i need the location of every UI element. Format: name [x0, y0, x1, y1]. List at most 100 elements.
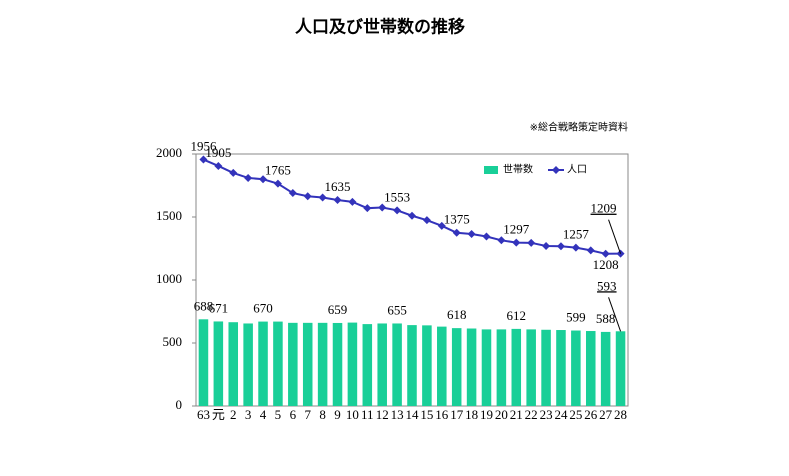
point-marker [229, 168, 238, 177]
bar [451, 328, 462, 406]
x-tick-label: 24 [554, 407, 568, 422]
point-marker [482, 232, 491, 241]
point-marker [259, 175, 268, 184]
source-note: ※総合戦略策定時資料 [530, 121, 628, 134]
point-marker [303, 192, 312, 201]
leader-line [608, 219, 622, 254]
point-marker [408, 211, 416, 220]
point-marker [378, 203, 387, 212]
point-marker [422, 216, 431, 225]
point-marker [452, 228, 461, 237]
bar [615, 331, 626, 406]
bar [228, 322, 239, 406]
x-tick-label: 28 [614, 407, 627, 422]
bar [585, 331, 596, 406]
bar [273, 321, 283, 406]
data-label: 1297 [503, 222, 530, 237]
bar [526, 329, 536, 406]
x-tick-label: 11 [361, 407, 374, 422]
bar [437, 326, 447, 406]
x-tick-label: 63 [197, 407, 210, 422]
x-tick-label: 19 [480, 407, 493, 422]
bar [496, 329, 507, 406]
x-tick-label: 16 [435, 407, 449, 422]
y-tick-label: 1000 [156, 271, 182, 286]
bar [288, 322, 298, 406]
x-tick-label: 10 [346, 407, 359, 422]
point-marker [199, 155, 208, 164]
bar [377, 323, 387, 406]
x-tick-label: 5 [275, 407, 282, 422]
x-tick-label: 22 [525, 407, 538, 422]
data-label: 612 [507, 308, 527, 323]
point-marker [601, 249, 610, 258]
x-tick-label: 18 [465, 407, 478, 422]
y-tick-label: 500 [163, 334, 183, 349]
bar [571, 330, 581, 406]
chart-title: 人口及び世帯数の推移 [295, 16, 465, 36]
bar [332, 322, 343, 406]
x-tick-label: 6 [290, 407, 297, 422]
point-marker [467, 230, 476, 239]
bar [392, 323, 402, 406]
bar [362, 324, 373, 406]
data-label: 670 [253, 301, 273, 316]
y-tick-label: 2000 [156, 145, 182, 160]
data-label: 671 [209, 300, 229, 315]
x-tick-label: 7 [304, 407, 311, 422]
point-marker [512, 238, 521, 247]
x-tick-label: 3 [245, 407, 252, 422]
data-label: 1208 [593, 257, 619, 272]
point-marker [244, 173, 253, 182]
x-tick-label: 20 [495, 407, 508, 422]
x-tick-label: 21 [510, 407, 523, 422]
x-tick-label: 23 [540, 407, 553, 422]
bar [511, 328, 522, 406]
bar [600, 331, 611, 406]
bar [407, 325, 417, 406]
legend-swatch [552, 166, 560, 174]
data-label: 1905 [205, 145, 231, 160]
point-marker [571, 243, 580, 252]
x-tick-label: 12 [376, 407, 389, 422]
data-label: 618 [447, 307, 467, 322]
data-label: 593 [597, 278, 617, 293]
data-label: 1635 [325, 179, 351, 194]
legend-label: 世帯数 [503, 163, 533, 176]
bar [422, 325, 432, 406]
point-marker [363, 204, 372, 213]
point-marker [333, 195, 342, 204]
bar [481, 329, 492, 406]
data-label: 1257 [563, 227, 590, 242]
data-label: 1209 [591, 201, 617, 216]
x-tick-label: 17 [450, 407, 464, 422]
point-marker [586, 246, 595, 255]
x-tick-label: 27 [599, 407, 613, 422]
data-label: 599 [566, 310, 586, 325]
bar [466, 328, 477, 406]
point-marker [288, 189, 297, 198]
data-label: 1375 [444, 212, 470, 227]
bar [302, 322, 313, 406]
data-label: 588 [596, 311, 616, 326]
data-label: 655 [387, 302, 407, 317]
point-marker [556, 242, 565, 251]
point-marker [273, 179, 282, 188]
x-tick-label: 元 [212, 407, 225, 422]
data-label: 1553 [384, 189, 410, 204]
data-label: 659 [328, 302, 348, 317]
bar [556, 330, 566, 406]
point-marker [437, 221, 446, 230]
bar [541, 329, 551, 406]
x-tick-label: 14 [406, 407, 420, 422]
point-marker [214, 161, 223, 170]
data-label: 688 [194, 298, 214, 313]
point-marker [527, 238, 536, 247]
point-marker [348, 197, 357, 206]
x-tick-label: 2 [230, 407, 237, 422]
y-tick-label: 0 [176, 397, 183, 412]
y-tick-label: 1500 [156, 208, 182, 223]
leader-line [608, 297, 622, 332]
bar [243, 323, 253, 406]
